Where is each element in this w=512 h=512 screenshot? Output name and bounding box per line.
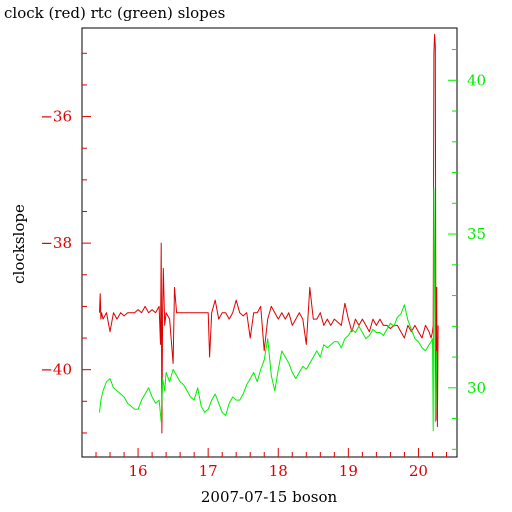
series-line-clock [99,33,439,434]
y2-tick-label: 35 [467,225,486,243]
y-tick-label: −36 [40,108,72,126]
series-line-rtc [99,187,438,432]
x-tick-label: 16 [129,462,148,480]
plot-frame [81,27,458,458]
x-tick-label: 17 [199,462,218,480]
axes-layer: −36 −38 −40 40 35 30 16 17 18 19 20 [40,49,486,480]
x-tick-label: 18 [269,462,288,480]
series-layer [99,33,439,434]
y-tick-label: −40 [40,361,72,379]
x-tick-label: 20 [409,462,428,480]
y2-tick-label: 40 [467,71,486,89]
x-axis-label: 2007-07-15 boson [201,488,338,506]
y-tick-label: −38 [40,234,72,252]
chart-title: clock (red) rtc (green) slopes [4,4,225,22]
y-axis-label: clockslope [10,204,28,284]
x-tick-label: 19 [339,462,358,480]
y2-tick-label: 30 [467,379,486,397]
